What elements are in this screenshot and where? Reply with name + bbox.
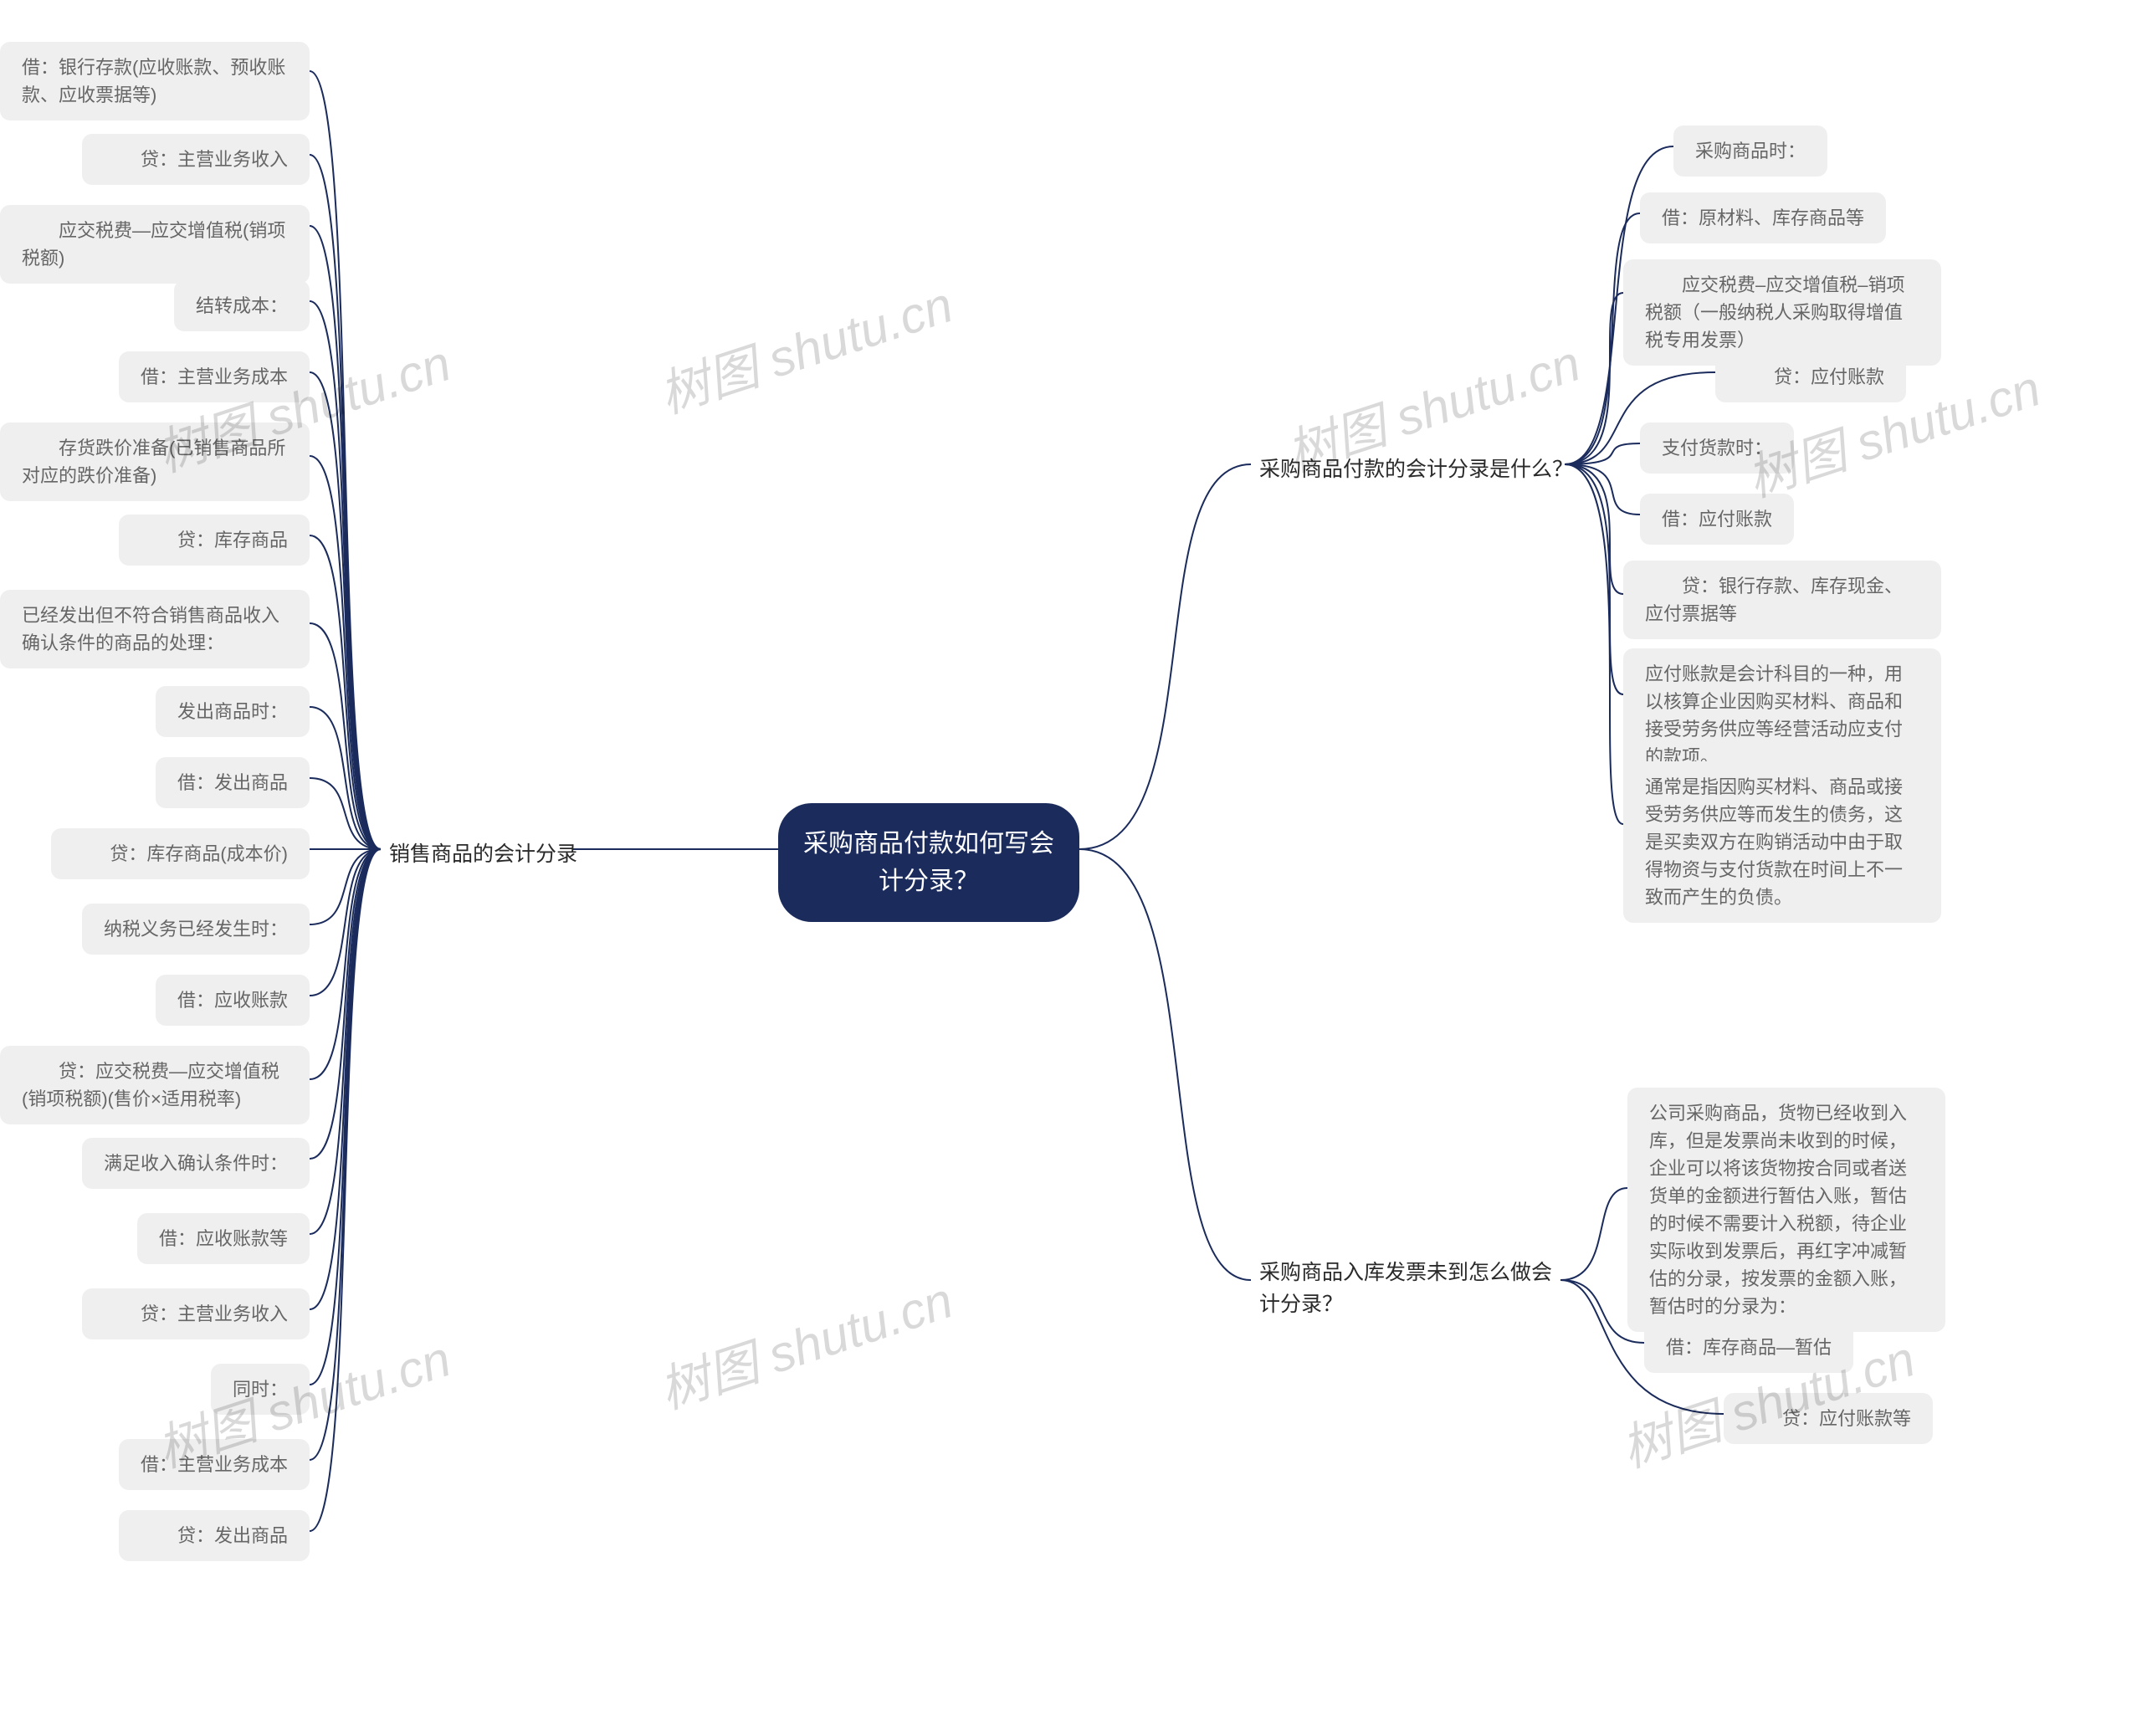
leaf-l1-8[interactable]: 发出商品时： [156,686,310,737]
mindmap-canvas: 采购商品付款如何写会计分录？ 采购商品付款的会计分录是什么？ 采购商品时： 借：… [0,0,2142,1736]
leaf-r1-3[interactable]: 贷：应付账款 [1715,351,1906,402]
leaf-l1-15[interactable]: 借：应收账款等 [137,1213,310,1264]
leaf-r2-0[interactable]: 公司采购商品，货物已经收到入库，但是发票尚未收到的时候，企业可以将该货物按合同或… [1627,1088,1945,1332]
leaf-l1-2[interactable]: 应交税费—应交增值税(销项税额) [0,205,310,284]
leaf-l1-19[interactable]: 贷：发出商品 [119,1510,310,1561]
leaf-l1-16[interactable]: 贷：主营业务收入 [82,1288,310,1339]
branch-left-1[interactable]: 销售商品的会计分录 [381,832,586,878]
leaf-l1-18[interactable]: 借：主营业务成本 [119,1439,310,1490]
center-node[interactable]: 采购商品付款如何写会计分录？ [778,803,1079,922]
leaf-r1-4[interactable]: 支付货款时： [1640,422,1794,474]
leaf-l1-12[interactable]: 借：应收账款 [156,975,310,1026]
leaf-l1-14[interactable]: 满足收入确认条件时： [82,1138,310,1189]
branch-right-1[interactable]: 采购商品付款的会计分录是什么？ [1251,448,1581,493]
leaf-l1-4[interactable]: 借：主营业务成本 [119,351,310,402]
leaf-r1-8[interactable]: 通常是指因购买材料、商品或接受劳务供应等而发生的债务，这是买卖双方在购销活动中由… [1623,761,1941,923]
leaf-r2-2[interactable]: 贷：应付账款等 [1724,1393,1933,1444]
watermark: 树图 shutu.cn [648,264,961,428]
leaf-r1-5[interactable]: 借：应付账款 [1640,494,1794,545]
leaf-l1-11[interactable]: 纳税义务已经发生时： [82,904,310,955]
branch-right-2[interactable]: 采购商品入库发票未到怎么做会计分录？ [1251,1251,1569,1327]
leaf-r2-1[interactable]: 借：库存商品—暂估 [1644,1322,1853,1373]
leaf-r1-2[interactable]: 应交税费–应交增值税–销项税额（一般纳税人采购取得增值税专用发票） [1623,259,1941,366]
leaf-l1-10[interactable]: 贷：库存商品(成本价) [51,828,310,879]
leaf-l1-6[interactable]: 贷：库存商品 [119,515,310,566]
leaf-l1-3[interactable]: 结转成本： [174,280,310,331]
leaf-l1-0[interactable]: 借：银行存款(应收账款、预收账款、应收票据等) [0,42,310,120]
leaf-r1-1[interactable]: 借：原材料、库存商品等 [1640,192,1886,243]
leaf-l1-5[interactable]: 存货跌价准备(已销售商品所对应的跌价准备) [0,422,310,501]
leaf-l1-1[interactable]: 贷：主营业务收入 [82,134,310,185]
leaf-l1-13[interactable]: 贷：应交税费—应交增值税(销项税额)(售价×适用税率) [0,1046,310,1124]
leaf-l1-9[interactable]: 借：发出商品 [156,757,310,808]
leaf-r1-6[interactable]: 贷：银行存款、库存现金、应付票据等 [1623,561,1941,639]
leaf-l1-7[interactable]: 已经发出但不符合销售商品收入确认条件的商品的处理： [0,590,310,668]
watermark: 树图 shutu.cn [648,1260,961,1423]
leaf-l1-17[interactable]: 同时： [211,1364,310,1415]
leaf-r1-0[interactable]: 采购商品时： [1673,125,1827,177]
